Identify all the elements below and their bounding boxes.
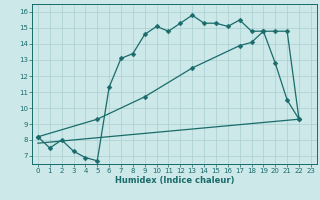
X-axis label: Humidex (Indice chaleur): Humidex (Indice chaleur) <box>115 176 234 185</box>
